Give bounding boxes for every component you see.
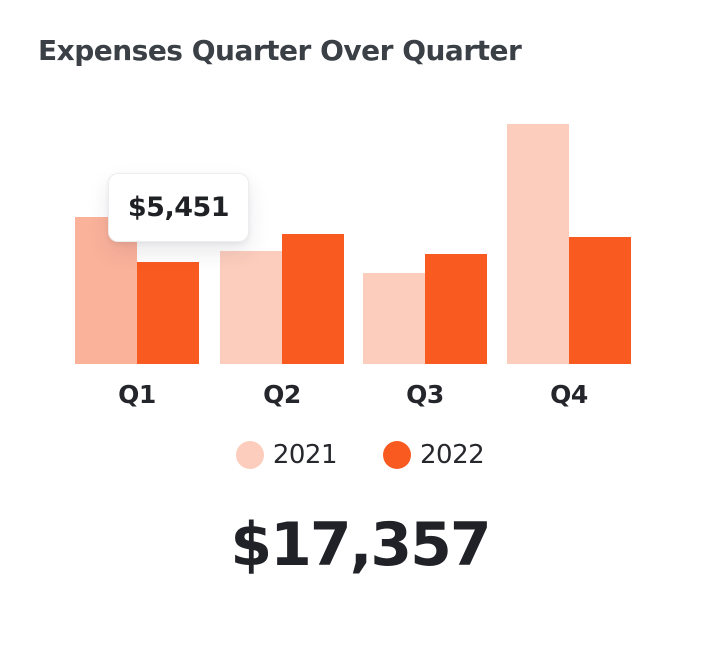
bar-q4-2021[interactable] [507, 124, 569, 364]
axis-label-q1: Q1 [118, 380, 156, 409]
legend-item-2021[interactable]: 2021 [235, 440, 338, 470]
chart-title: Expenses Quarter Over Quarter [38, 34, 522, 67]
axis-label-q3: Q3 [406, 380, 444, 409]
tooltip-value: $5,451 [127, 192, 230, 223]
total-value: $17,357 [230, 510, 491, 580]
legend-dot-2021-icon [235, 441, 264, 469]
legend-label-2021: 2021 [272, 440, 338, 470]
bar-q3-2021[interactable] [363, 273, 425, 364]
bar-q2-2021[interactable] [220, 251, 282, 364]
bar-q3-2022[interactable] [425, 254, 487, 364]
bar-q2-2022[interactable] [282, 234, 344, 364]
axis-label-q2: Q2 [263, 380, 301, 409]
legend-dot-2022-icon [383, 441, 411, 469]
bar-q4-2022[interactable] [569, 237, 631, 364]
tooltip: $5,451 [108, 173, 249, 242]
bar-q1-2022[interactable] [137, 262, 199, 364]
axis-label-q4: Q4 [550, 380, 588, 409]
legend-label-2022: 2022 [420, 440, 485, 470]
legend-item-2022[interactable]: 2022 [383, 440, 485, 470]
legend: 2021 2022 [0, 438, 720, 472]
